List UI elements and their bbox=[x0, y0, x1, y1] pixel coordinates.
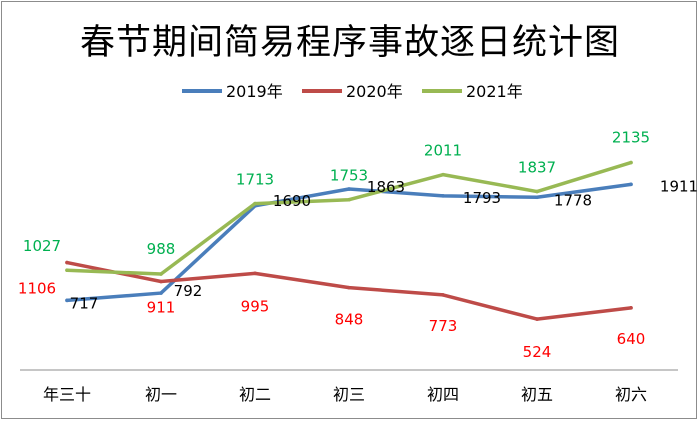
data-point bbox=[535, 189, 539, 194]
data-point bbox=[159, 279, 163, 284]
data-point bbox=[535, 195, 539, 200]
data-point bbox=[253, 201, 257, 206]
data-label: 1793 bbox=[463, 189, 501, 207]
data-label: 1690 bbox=[273, 192, 311, 210]
data-point bbox=[159, 272, 163, 276]
data-point bbox=[347, 285, 351, 290]
x-tick-label: 年三十 bbox=[43, 385, 91, 404]
data-point bbox=[535, 317, 539, 321]
x-tick-label: 初五 bbox=[521, 385, 553, 404]
data-label: 773 bbox=[429, 317, 458, 335]
data-point bbox=[65, 298, 69, 303]
data-point bbox=[441, 194, 445, 198]
x-axis-ticks: 年三十 初一 初二 初三 初四 初五 初六 bbox=[43, 385, 647, 404]
legend: 2019年 2020年 2021年 bbox=[182, 82, 523, 101]
data-label: 1713 bbox=[236, 171, 274, 189]
data-label: 988 bbox=[147, 240, 176, 258]
data-label: 1106 bbox=[18, 280, 56, 298]
data-label: 848 bbox=[335, 311, 364, 329]
legend-label: 2020年 bbox=[346, 82, 403, 101]
legend-label: 2019年 bbox=[226, 82, 283, 101]
x-tick-label: 初二 bbox=[239, 385, 271, 404]
data-point bbox=[441, 172, 445, 177]
x-tick-label: 初六 bbox=[615, 385, 647, 404]
data-point bbox=[629, 160, 633, 165]
data-point bbox=[159, 291, 163, 295]
data-label: 1753 bbox=[330, 167, 368, 185]
data-label: 2011 bbox=[424, 142, 462, 160]
data-point bbox=[629, 306, 633, 310]
x-tick-label: 初四 bbox=[427, 385, 459, 404]
data-label: 995 bbox=[241, 297, 270, 315]
data-label: 2135 bbox=[612, 129, 650, 147]
data-point bbox=[65, 268, 69, 273]
data-point bbox=[629, 182, 633, 187]
data-label: 640 bbox=[617, 330, 646, 348]
chart-title: 春节期间简易程序事故逐日统计图 bbox=[79, 23, 620, 63]
data-label: 792 bbox=[174, 282, 203, 300]
legend-label: 2021年 bbox=[466, 82, 523, 101]
data-label: 1863 bbox=[367, 178, 405, 196]
x-tick-label: 初三 bbox=[333, 385, 365, 404]
data-label: 911 bbox=[147, 299, 176, 317]
data-point bbox=[253, 271, 257, 276]
data-labels: 717 792 1690 1863 1793 1778 1911 1106 911 995 848 7… bbox=[18, 129, 698, 361]
x-tick-label: 初一 bbox=[145, 385, 177, 404]
data-point bbox=[347, 187, 351, 191]
series-layer bbox=[65, 160, 633, 321]
data-label: 717 bbox=[70, 294, 99, 312]
data-label: 524 bbox=[523, 343, 552, 361]
data-label: 1027 bbox=[23, 237, 61, 255]
data-point bbox=[65, 260, 69, 265]
data-label: 1911 bbox=[660, 177, 698, 195]
data-label: 1778 bbox=[554, 191, 592, 209]
data-label: 1837 bbox=[518, 159, 556, 177]
data-point bbox=[441, 293, 445, 297]
data-point bbox=[347, 197, 351, 202]
